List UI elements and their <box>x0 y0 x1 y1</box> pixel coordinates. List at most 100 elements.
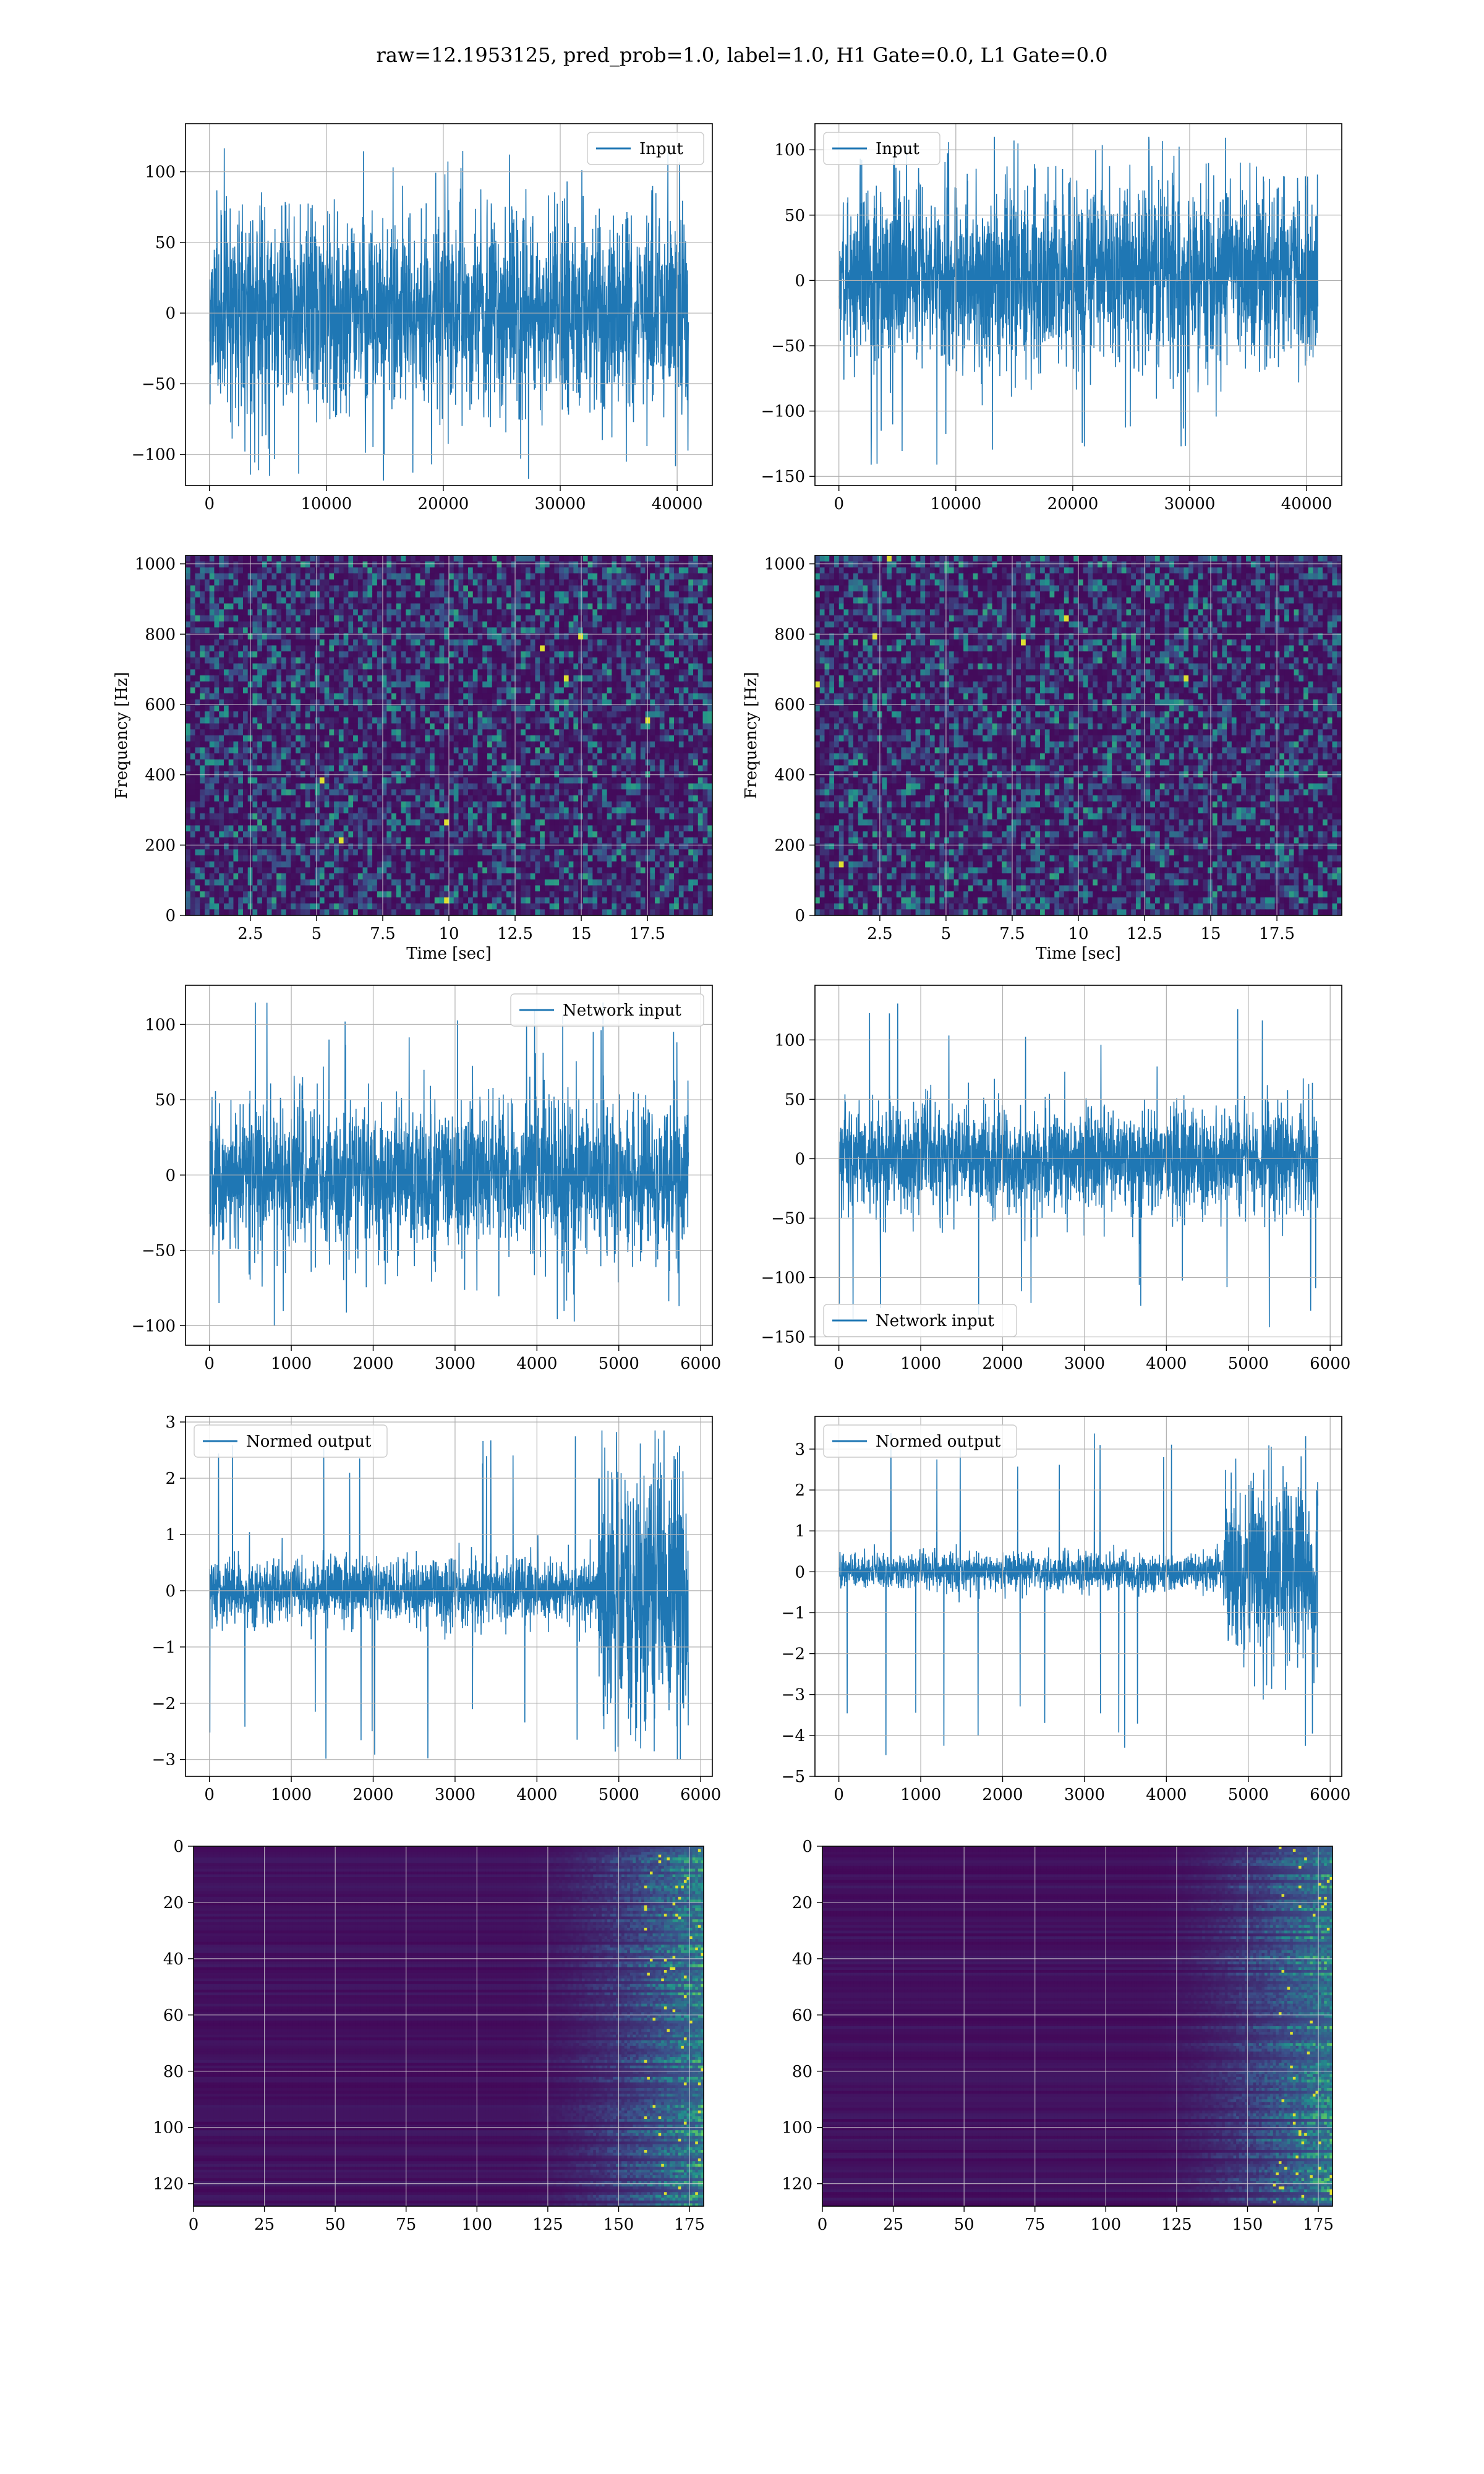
spectrogram-l1-xtick-label: 12.5 <box>1127 925 1162 943</box>
feature-map-h1-ytick-label: 100 <box>153 2119 184 2138</box>
network-input-h1-legend: Network input <box>510 993 704 1027</box>
feature-map-h1-ytick-label: 0 <box>173 1838 184 1856</box>
input-l1-axes: 0 10000 20000 30000 40000 −150 −100 −50 0 50 100 In… <box>761 123 1342 513</box>
network-input-h1-axes: 0 1000 2000 3000 4000 5000 6000 −100 −50 0 50 100 Ne… <box>132 985 721 1373</box>
normed-output-h1-frame <box>185 1416 713 1777</box>
spectrogram-h1-xtick-label: 7.5 <box>370 925 395 943</box>
input-h1-ytick-label: 50 <box>155 234 176 252</box>
network-input-h1-xtick-label: 6000 <box>680 1355 721 1373</box>
feature-map-h1-frame <box>193 1846 704 2207</box>
input-h1-series-line <box>208 148 689 481</box>
network-input-l1-ytick-label: 50 <box>785 1090 805 1109</box>
feature-map-l1-heatmap-cells <box>822 1846 1333 2206</box>
normed-output-h1-xtick-label: 6000 <box>680 1786 721 1804</box>
input-h1-xtick-label: 0 <box>204 495 215 513</box>
network-input-l1-xtick-label: 0 <box>834 1355 844 1373</box>
figure-suptitle: raw=12.1953125, pred_prob=1.0, label=1.0… <box>377 43 1108 67</box>
feature-map-l1-plot-area <box>822 1846 1333 2206</box>
normed-output-l1-legend: Normed output <box>823 1424 1017 1458</box>
input-l1-xtick-label: 10000 <box>930 495 981 513</box>
normed-output-h1-xtick-label: 0 <box>204 1786 215 1804</box>
input-h1-ytick-label: 100 <box>145 163 176 182</box>
normed-output-h1-grid <box>186 1416 712 1776</box>
network-input-l1-ytick-label: −50 <box>771 1209 805 1228</box>
spectrogram-h1-xtick-label: 17.5 <box>629 925 665 943</box>
normed-output-l1-ytick-label: −1 <box>782 1604 805 1622</box>
input-h1-legend: Input <box>587 132 704 165</box>
spectrogram-l1-ytick-label: 800 <box>774 625 805 644</box>
input-l1-xtick-label: 20000 <box>1047 495 1099 513</box>
feature-map-h1-xtick-label: 25 <box>254 2215 275 2234</box>
input-l1-frame <box>814 123 1342 486</box>
network-input-l1-ytick-label: −150 <box>761 1329 805 1347</box>
normed-output-h1-ytick-label: 3 <box>165 1413 176 1432</box>
spectrogram-h1-ytick-label: 400 <box>145 766 176 785</box>
normed-output-h1-xtick-label: 4000 <box>516 1786 557 1804</box>
spectrogram-l1-xtick-label: 7.5 <box>999 925 1025 943</box>
spectrogram-h1-plot-area <box>186 555 712 915</box>
feature-map-h1-xtick-label: 175 <box>674 2215 705 2234</box>
network-input-h1-frame <box>185 985 713 1346</box>
spectrogram-h1-heatmap-cells <box>186 555 712 915</box>
feature-map-l1-ytick-label: 100 <box>782 2119 812 2138</box>
spectrogram-l1-xtick-label: 5 <box>941 925 952 943</box>
normed-output-l1-xtick-label: 1000 <box>900 1786 941 1804</box>
feature-map-l1-xtick-label: 75 <box>1025 2215 1045 2234</box>
feature-map-l1-xtick-label: 175 <box>1303 2215 1334 2234</box>
network-input-h1-ytick-label: 50 <box>155 1091 176 1110</box>
input-h1-axes: 0 10000 20000 30000 40000 −100 −50 0 50 100 Input <box>132 123 713 513</box>
normed-output-l1-axes: 0 1000 2000 3000 4000 5000 6000 −5 −4 −3 −2 −1 0 1 2 3 N… <box>782 1416 1350 1804</box>
network-input-l1-axes: 0 1000 2000 3000 4000 5000 6000 −150 −100 −50 0 50 1… <box>761 985 1350 1373</box>
input-l1-ytick-label: 100 <box>774 141 805 160</box>
input-l1-series-line <box>838 137 1319 465</box>
feature-map-h1-xtick-label: 50 <box>325 2215 346 2234</box>
normed-output-h1-plot-area <box>208 1430 689 1760</box>
feature-map-l1-frame <box>822 1846 1333 2207</box>
network-input-l1-xtick-label: 3000 <box>1064 1355 1105 1373</box>
normed-output-h1-xtick-label: 3000 <box>435 1786 475 1804</box>
network-input-h1-plot-area <box>208 1002 689 1326</box>
network-input-h1-ytick-label: 100 <box>145 1016 176 1034</box>
normed-output-h1-ytick-label: −1 <box>152 1638 176 1657</box>
network-input-l1-xtick-label: 1000 <box>900 1355 941 1373</box>
normed-output-h1-xtick-label: 2000 <box>352 1786 393 1804</box>
spectrogram-l1-ytick-label: 0 <box>795 907 805 925</box>
feature-map-l1-xtick-label: 100 <box>1091 2215 1122 2234</box>
input-h1-xtick-label: 20000 <box>418 495 469 513</box>
feature-map-h1-ytick-label: 120 <box>153 2175 184 2194</box>
network-input-h1-ytick-label: 0 <box>165 1166 176 1185</box>
normed-output-l1-ytick-label: 2 <box>795 1481 805 1500</box>
spectrogram-h1-xtick-label: 10 <box>438 925 459 943</box>
network-input-h1-xtick-label: 2000 <box>352 1355 393 1373</box>
network-input-h1-xtick-label: 3000 <box>435 1355 475 1373</box>
network-input-h1-ytick-label: −50 <box>142 1242 176 1261</box>
normed-output-l1-ytick-label: 3 <box>795 1440 805 1459</box>
network-input-l1-xtick-label: 6000 <box>1310 1355 1350 1373</box>
feature-map-h1-ytick-label: 40 <box>163 1950 184 1969</box>
feature-map-h1-xtick-label: 150 <box>603 2215 634 2234</box>
input-l1-plot-area <box>838 137 1319 465</box>
input-h1-ytick-label: −50 <box>142 375 176 393</box>
input-h1-ytick-label: −100 <box>132 446 176 464</box>
normed-output-l1-ytick-label: 1 <box>795 1522 805 1541</box>
spectrogram-h1-ytick-label: 0 <box>165 907 176 925</box>
input-l1-ytick-label: −150 <box>761 468 805 486</box>
spectrogram-l1-axes: 2.5 5 7.5 10 12.5 15 17.5 0 200 400 600 800 1000 Time… <box>742 555 1342 963</box>
input-l1-xtick-label: 0 <box>834 495 844 513</box>
feature-map-h1-xtick-label: 100 <box>462 2215 493 2234</box>
feature-map-l1-xtick-label: 125 <box>1161 2215 1192 2234</box>
normed-output-l1-frame <box>814 1416 1342 1777</box>
network-input-l1-ytick-label: 0 <box>795 1150 805 1168</box>
normed-output-l1-ytick-label: −3 <box>782 1686 805 1705</box>
spectrogram-l1-ytick-label: 400 <box>774 766 805 785</box>
spectrogram-h1-ytick-label: 800 <box>145 625 176 644</box>
network-input-l1-legend-label: Network input <box>876 1312 994 1330</box>
normed-output-h1-ytick-label: −2 <box>152 1695 176 1713</box>
network-input-h1-xtick-label: 5000 <box>599 1355 639 1373</box>
feature-map-h1-ytick-label: 60 <box>163 2006 184 2025</box>
input-l1-ytick-label: −50 <box>771 337 805 356</box>
network-input-h1-xtick-label: 4000 <box>516 1355 557 1373</box>
feature-map-h1-ytick-label: 20 <box>163 1894 184 1912</box>
normed-output-l1-xtick-label: 6000 <box>1310 1786 1350 1804</box>
normed-output-l1-xtick-label: 2000 <box>982 1786 1023 1804</box>
